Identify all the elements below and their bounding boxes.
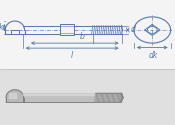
Text: k: k — [0, 23, 4, 32]
Bar — [0, 0, 175, 69]
Bar — [0, 69, 175, 125]
Polygon shape — [121, 93, 123, 102]
Text: dk: dk — [149, 51, 158, 60]
Text: l: l — [71, 51, 73, 60]
Polygon shape — [6, 90, 24, 102]
Text: d: d — [131, 26, 136, 35]
Bar — [60, 24, 74, 35]
Bar — [11, 30, 19, 34]
Text: b: b — [79, 32, 84, 41]
Bar — [23, 93, 121, 102]
